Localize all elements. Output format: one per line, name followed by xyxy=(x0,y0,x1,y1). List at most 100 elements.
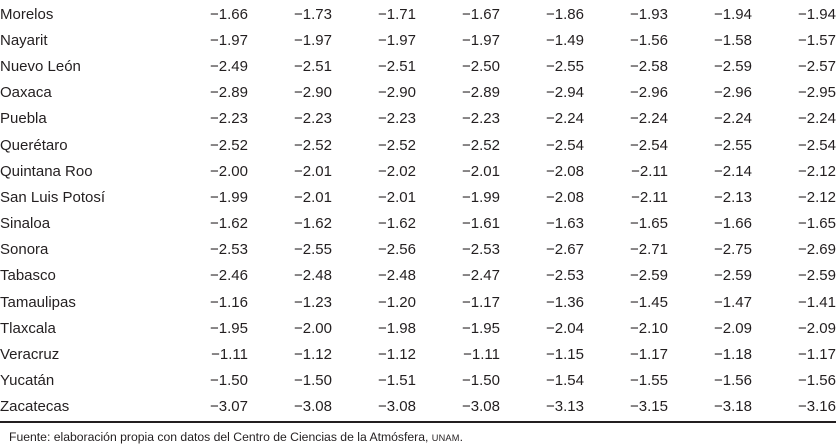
value-cell: −2.23 xyxy=(462,110,500,128)
source-note: Fuente: elaboración propia con datos del… xyxy=(9,430,836,445)
value-cell: −2.11 xyxy=(631,188,668,206)
value-cell: −2.47 xyxy=(462,267,500,285)
table-row: Sinaloa −1.62 −1.62 −1.62 −1.61 −1.63 −1.65 −1.… xyxy=(0,211,836,237)
value-cell: −1.67 xyxy=(462,5,500,23)
value-cell: −2.54 xyxy=(798,136,836,154)
value-cell: −1.20 xyxy=(378,293,416,311)
value-cell: −2.52 xyxy=(294,136,332,154)
value-cell: −3.08 xyxy=(378,398,416,416)
table-row: Tamaulipas −1.16 −1.23 −1.20 −1.17 −1.36 −1.45… xyxy=(0,289,836,315)
value-cell: −2.59 xyxy=(714,267,752,285)
value-cell: −1.65 xyxy=(798,215,836,233)
table-row: Nuevo León −2.49 −2.51 −2.51 −2.50 −2.55 −2.58… xyxy=(0,53,836,79)
value-cell: −2.53 xyxy=(462,241,500,259)
state-name-cell: Yucatán xyxy=(0,372,55,390)
value-cell: −2.55 xyxy=(714,136,752,154)
source-period: . xyxy=(459,430,464,444)
value-cell: −1.73 xyxy=(294,5,332,23)
value-cell: −1.99 xyxy=(210,188,248,206)
value-cell: −2.23 xyxy=(210,110,248,128)
value-cell: −2.09 xyxy=(714,319,752,337)
value-cell: −1.47 xyxy=(714,293,752,311)
value-cell: −1.99 xyxy=(462,188,500,206)
value-cell: −2.09 xyxy=(798,319,836,337)
state-name-cell: Sinaloa xyxy=(0,215,51,233)
state-name-cell: San Luis Potosí xyxy=(0,188,106,206)
table-row: San Luis Potosí −1.99 −2.01 −2.01 −1.99 −2.08… xyxy=(0,184,836,210)
value-cell: −1.56 xyxy=(798,372,836,390)
table-row: Querétaro −2.52 −2.52 −2.52 −2.52 −2.54 −2.54 −… xyxy=(0,132,836,158)
value-cell: −1.56 xyxy=(714,372,752,390)
value-cell: −2.54 xyxy=(630,136,668,154)
value-cell: −1.97 xyxy=(378,31,416,49)
table-row: Puebla −2.23 −2.23 −2.23 −2.23 −2.24 −2.24 −2.2… xyxy=(0,106,836,132)
value-cell: −1.12 xyxy=(378,346,416,364)
value-cell: −1.11 xyxy=(463,346,500,364)
value-cell: −2.11 xyxy=(631,162,668,180)
value-cell: −1.57 xyxy=(798,31,836,49)
value-cell: −1.62 xyxy=(210,215,248,233)
value-cell: −2.51 xyxy=(294,57,332,75)
value-cell: −2.00 xyxy=(210,162,248,180)
value-cell: −2.52 xyxy=(378,136,416,154)
state-name-cell: Puebla xyxy=(0,110,47,128)
value-cell: −1.63 xyxy=(546,215,584,233)
table-row: Tabasco −2.46 −2.48 −2.48 −2.47 −2.53 −2.59 −2.… xyxy=(0,263,836,289)
value-cell: −1.95 xyxy=(462,319,500,337)
state-name-cell: Quintana Roo xyxy=(0,162,93,180)
value-cell: −2.49 xyxy=(210,57,248,75)
value-cell: −3.16 xyxy=(798,398,836,416)
value-cell: −2.58 xyxy=(630,57,668,75)
table-bottom-rule xyxy=(0,421,836,423)
value-cell: −2.04 xyxy=(546,319,584,337)
value-cell: −1.58 xyxy=(714,31,752,49)
value-cell: −2.08 xyxy=(546,188,584,206)
value-cell: −1.95 xyxy=(210,319,248,337)
value-cell: −2.55 xyxy=(294,241,332,259)
value-cell: −1.17 xyxy=(462,293,500,311)
table-row: Zacatecas −3.07 −3.08 −3.08 −3.08 −3.13 −3.15 −… xyxy=(0,394,836,420)
value-cell: −2.75 xyxy=(714,241,752,259)
state-name-cell: Querétaro xyxy=(0,136,68,154)
value-cell: −1.65 xyxy=(630,215,668,233)
value-cell: −2.24 xyxy=(630,110,668,128)
value-cell: −3.07 xyxy=(210,398,248,416)
value-cell: −1.36 xyxy=(546,293,584,311)
value-cell: −3.08 xyxy=(294,398,332,416)
value-cell: −1.50 xyxy=(210,372,248,390)
value-cell: −3.13 xyxy=(546,398,584,416)
value-cell: −2.59 xyxy=(714,57,752,75)
value-cell: −2.55 xyxy=(546,57,584,75)
state-name-cell: Morelos xyxy=(0,5,54,23)
value-cell: −1.16 xyxy=(210,293,248,311)
value-cell: −2.56 xyxy=(378,241,416,259)
source-text: Fuente: elaboración propia con datos del… xyxy=(9,430,432,444)
value-cell: −2.48 xyxy=(294,267,332,285)
table-row: Oaxaca −2.89 −2.90 −2.90 −2.89 −2.94 −2.96 −2.9… xyxy=(0,80,836,106)
value-cell: −2.53 xyxy=(546,267,584,285)
value-cell: −2.67 xyxy=(546,241,584,259)
value-cell: −1.97 xyxy=(210,31,248,49)
state-name-cell: Tlaxcala xyxy=(0,319,56,337)
value-cell: −1.45 xyxy=(630,293,668,311)
value-cell: −2.48 xyxy=(378,267,416,285)
value-cell: −2.96 xyxy=(714,84,752,102)
value-cell: −2.23 xyxy=(378,110,416,128)
value-cell: −1.15 xyxy=(546,346,584,364)
value-cell: −1.54 xyxy=(546,372,584,390)
value-cell: −1.50 xyxy=(294,372,332,390)
unam-abbrev: UNAM xyxy=(431,433,460,443)
value-cell: −1.55 xyxy=(630,372,668,390)
state-name-cell: Sonora xyxy=(0,241,49,259)
state-name-cell: Veracruz xyxy=(0,346,60,364)
value-cell: −2.10 xyxy=(630,319,668,337)
value-cell: −1.66 xyxy=(714,215,752,233)
value-cell: −2.53 xyxy=(210,241,248,259)
value-cell: −1.23 xyxy=(294,293,332,311)
value-cell: −2.90 xyxy=(378,84,416,102)
state-name-cell: Nuevo León xyxy=(0,57,81,75)
value-cell: −2.71 xyxy=(630,241,668,259)
value-cell: −1.86 xyxy=(546,5,584,23)
value-cell: −3.15 xyxy=(630,398,668,416)
